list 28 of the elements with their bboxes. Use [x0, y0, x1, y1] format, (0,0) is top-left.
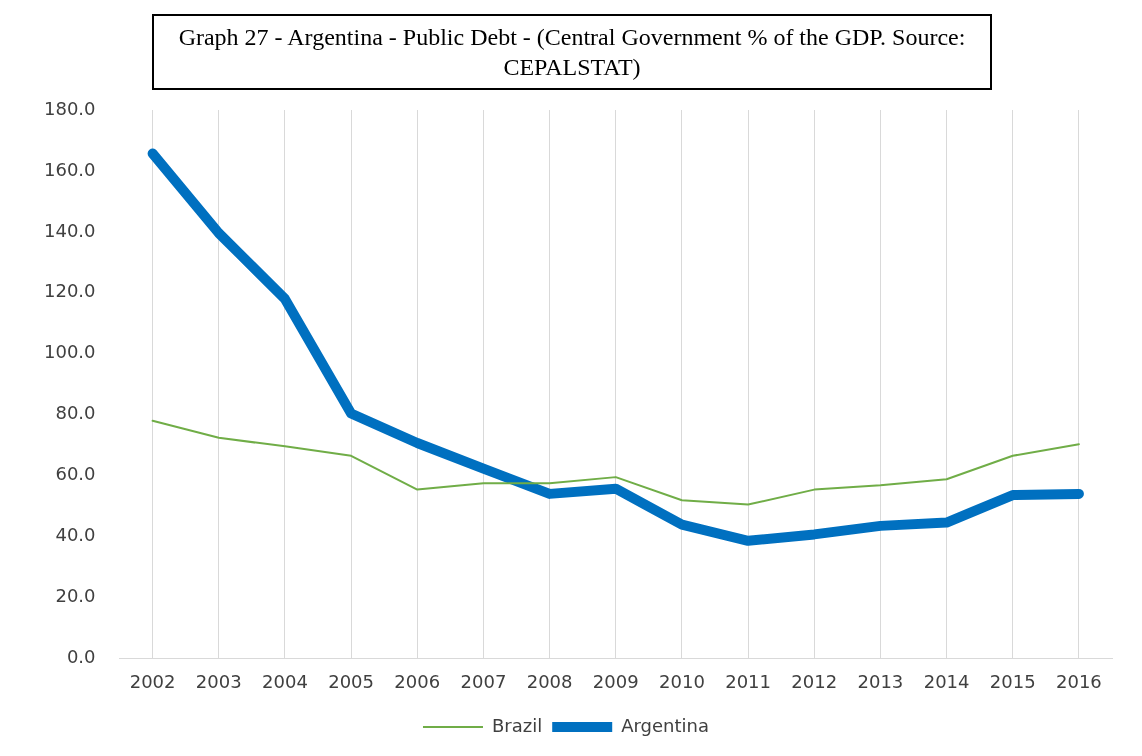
x-tick-label: 2005: [328, 670, 375, 692]
y-tick-label: 120.0: [44, 280, 96, 302]
x-tick-label: 2012: [791, 670, 838, 692]
x-tick-label: 2014: [923, 670, 970, 692]
x-tick-label: 2007: [460, 670, 507, 692]
chart-title: Graph 27 - Argentina - Public Debt - (Central Government % of the GDP. Source: CEPALSTAT): [152, 14, 992, 90]
legend-label: Argentina: [621, 714, 710, 736]
x-tick-label: 2004: [262, 670, 308, 692]
y-tick-label: 20.0: [55, 585, 96, 607]
y-tick-label: 0.0: [66, 646, 96, 668]
x-tick-label: 2015: [989, 670, 1036, 692]
x-tick-label: 2016: [1056, 670, 1102, 692]
y-tick-label: 160.0: [44, 158, 96, 180]
x-tick-label: 2011: [725, 670, 771, 692]
y-tick-label: 180.0: [44, 97, 96, 119]
x-tick-label: 2009: [592, 670, 639, 692]
x-tick-label: 2002: [129, 670, 176, 692]
x-tick-label: 2003: [195, 670, 242, 692]
y-tick-label: 140.0: [44, 219, 96, 241]
y-tick-label: 80.0: [55, 402, 96, 424]
legend-label: Brazil: [491, 714, 543, 736]
y-tick-label: 100.0: [44, 341, 96, 363]
x-tick-label: 2008: [526, 670, 573, 692]
x-tick-label: 2013: [857, 670, 904, 692]
x-tick-label: 2010: [659, 670, 705, 692]
y-tick-label: 40.0: [55, 524, 96, 546]
y-tick-label: 60.0: [55, 463, 96, 485]
x-tick-label: 2006: [394, 670, 441, 692]
